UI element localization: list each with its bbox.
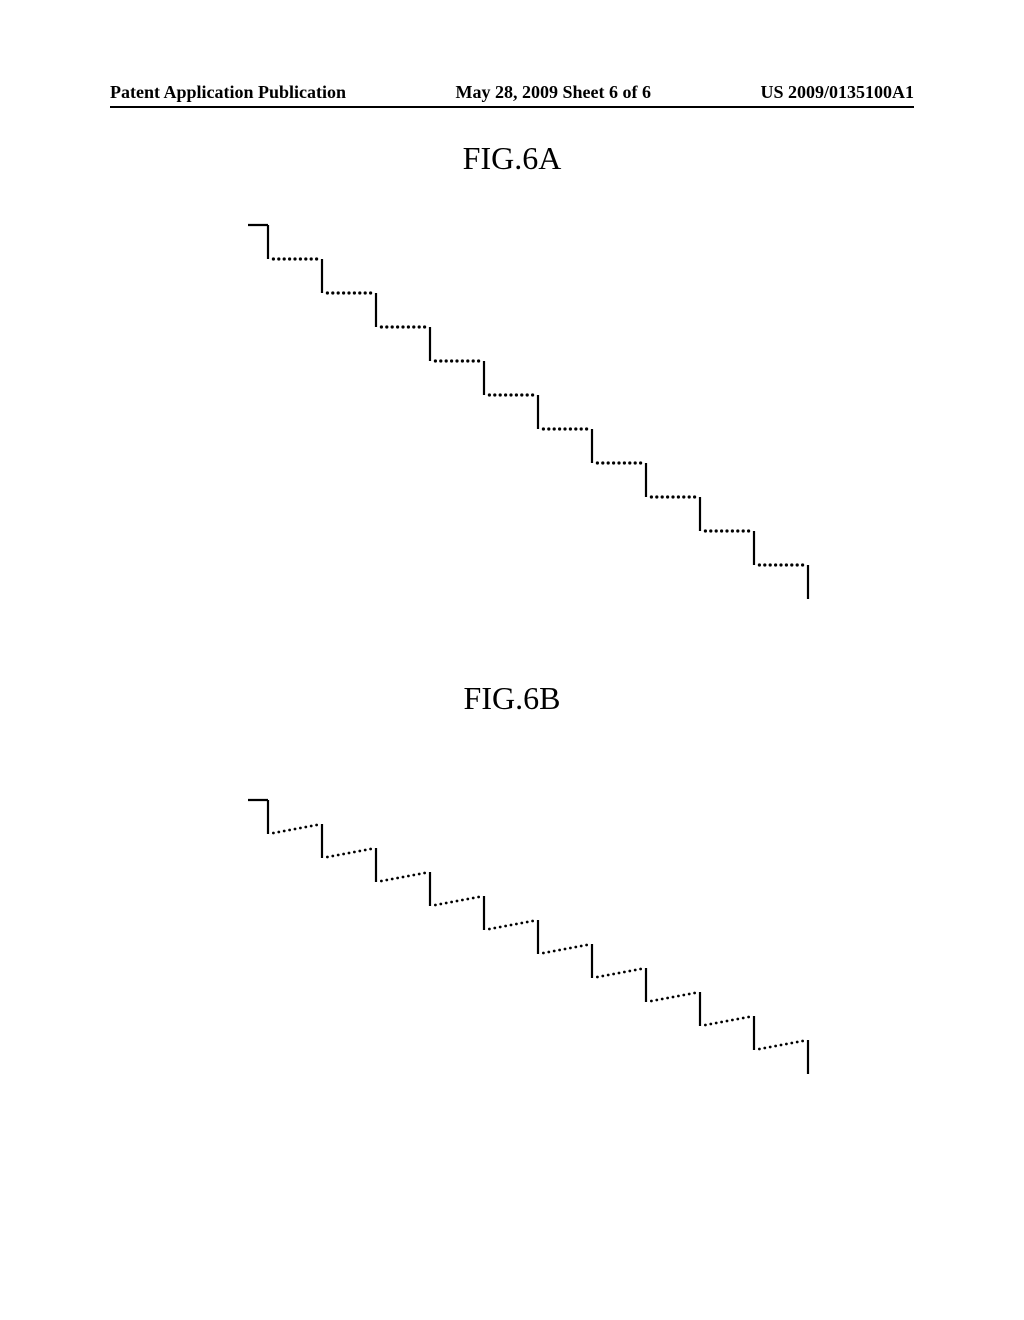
figures-svg	[0, 0, 1024, 1320]
figure-b-staircase	[248, 800, 808, 1074]
figure-a-staircase	[248, 225, 808, 599]
